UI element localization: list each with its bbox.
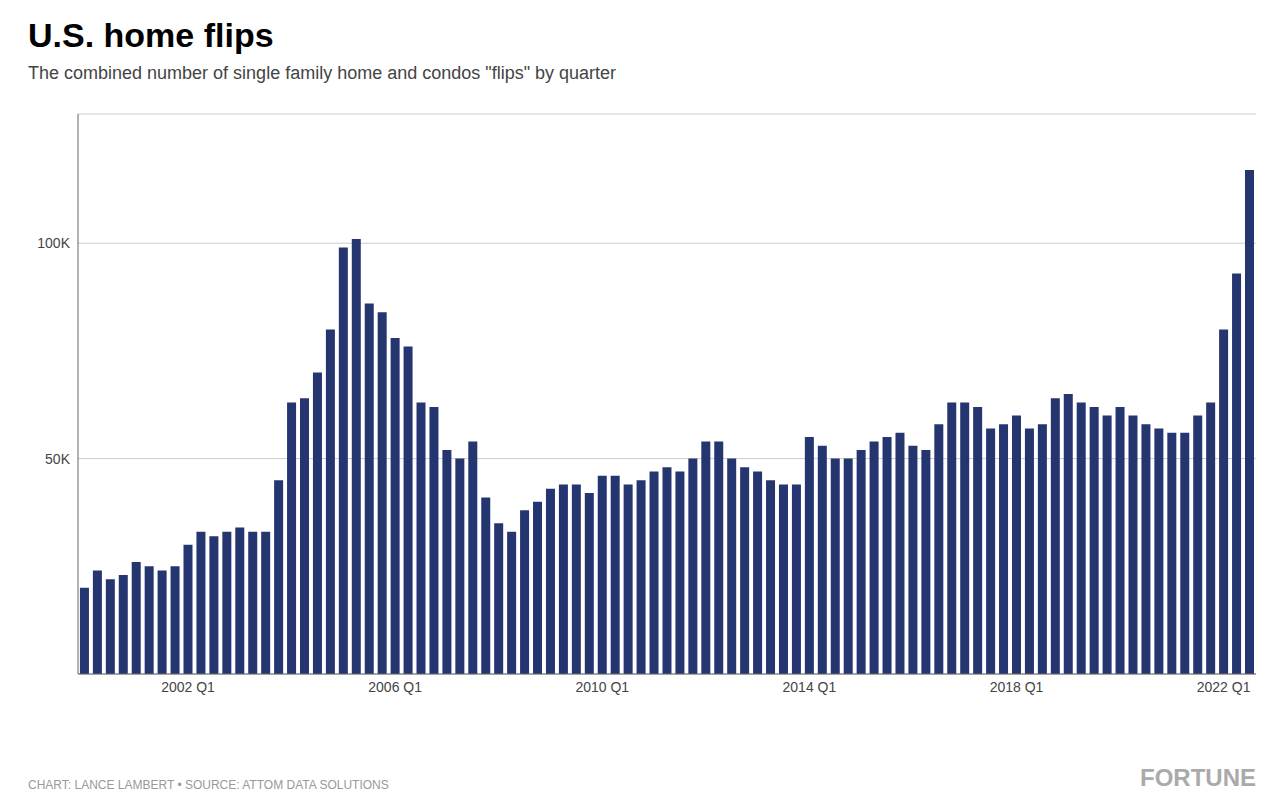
html-text:U.S. home flips: U.S. home flips [28,16,274,54]
svg-text:2010 Q1: 2010 Q1 [575,679,629,695]
svg-text:100K: 100K [37,235,70,251]
svg-text:2002 Q1: 2002 Q1 [161,679,215,695]
svg-text:2022 Q1: 2022 Q1 [1197,679,1251,695]
svg-text:50K: 50K [45,451,71,467]
html-text:The combined number of single: The combined number of single family hom… [28,63,617,83]
svg-text:2018 Q1: 2018 Q1 [990,679,1044,695]
html-text:FORTUNE: FORTUNE [1140,764,1256,791]
html-text:CHART: LANCE LAMBERT • SOURCE:: CHART: LANCE LAMBERT • SOURCE: ATTOM DAT… [28,778,389,792]
svg-text:2006 Q1: 2006 Q1 [368,679,422,695]
svg-text:2014 Q1: 2014 Q1 [783,679,837,695]
